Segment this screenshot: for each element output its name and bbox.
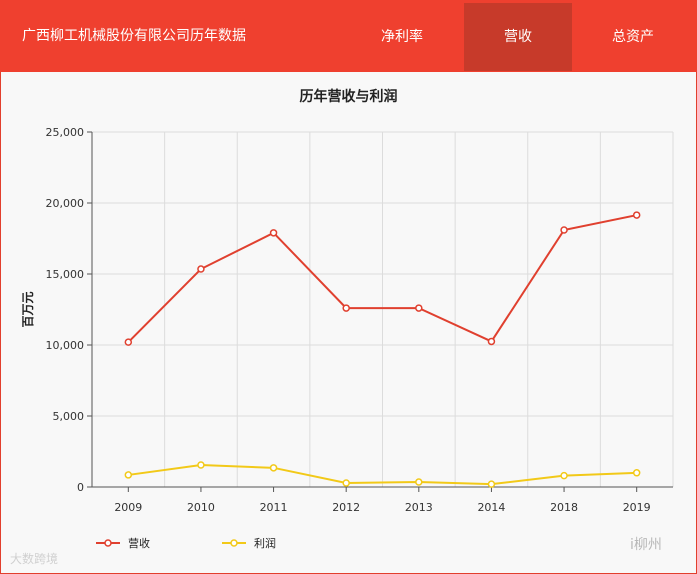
watermark-left: 大数跨境 bbox=[10, 552, 59, 566]
data-point-series-1[interactable] bbox=[560, 471, 568, 480]
data-point-series-0[interactable] bbox=[632, 211, 641, 219]
y-tick-label: 5,000 bbox=[53, 410, 85, 423]
x-tick-label: 2010 bbox=[187, 501, 215, 514]
data-point-series-0[interactable] bbox=[342, 304, 350, 312]
data-point-series-1[interactable] bbox=[415, 478, 423, 486]
legend-swatch-marker[interactable] bbox=[104, 539, 112, 547]
x-tick-label: 2019 bbox=[623, 501, 651, 514]
legend-label[interactable]: 营收 bbox=[128, 536, 150, 550]
data-point-series-0[interactable] bbox=[269, 229, 278, 237]
header-bar: 广西柳工机械股份有限公司历年数据 净利率 营收 总资产 bbox=[0, 0, 697, 72]
x-tick-label: 2013 bbox=[405, 501, 433, 514]
y-tick-label: 25,000 bbox=[46, 126, 85, 139]
y-tick-label: 10,000 bbox=[46, 339, 85, 352]
tab-total-assets[interactable]: 总资产 bbox=[576, 3, 690, 71]
data-point-series-1[interactable] bbox=[487, 480, 496, 488]
data-point-series-0[interactable] bbox=[487, 337, 496, 346]
data-point-series-0[interactable] bbox=[124, 338, 133, 346]
tab-revenue[interactable]: 营收 bbox=[464, 3, 572, 71]
data-point-series-1[interactable] bbox=[269, 464, 278, 472]
legend-swatch-marker[interactable] bbox=[230, 539, 238, 547]
tab-net-margin-label: 净利率 bbox=[381, 29, 423, 45]
series-line-1 bbox=[128, 463, 637, 486]
x-tick-label: 2018 bbox=[550, 501, 578, 514]
data-point-series-0[interactable] bbox=[197, 265, 205, 273]
x-tick-label: 2012 bbox=[332, 501, 360, 514]
tab-total-assets-label: 总资产 bbox=[612, 29, 654, 45]
data-point-series-0[interactable] bbox=[560, 226, 568, 234]
tab-revenue-label: 营收 bbox=[504, 29, 532, 45]
tab-net-margin[interactable]: 净利率 bbox=[352, 3, 452, 71]
y-tick-label: 20,000 bbox=[46, 197, 85, 210]
series-line-0 bbox=[127, 214, 637, 343]
x-tick-label: 2011 bbox=[260, 501, 288, 514]
data-point-series-0[interactable] bbox=[415, 304, 423, 312]
data-point-series-1[interactable] bbox=[197, 461, 205, 469]
watermark-right: i柳州 bbox=[630, 537, 662, 553]
y-axis-label: 百万元 bbox=[21, 291, 35, 327]
chart-title: 历年营收与利润 bbox=[299, 89, 398, 105]
x-tick-label: 2014 bbox=[477, 501, 505, 514]
data-point-series-1[interactable] bbox=[342, 479, 350, 487]
legend-label[interactable]: 利润 bbox=[254, 536, 276, 550]
y-tick-label: 15,000 bbox=[46, 268, 85, 281]
y-tick-label: 0 bbox=[77, 481, 84, 494]
x-tick-label: 2009 bbox=[114, 501, 142, 514]
data-point-series-1[interactable] bbox=[124, 471, 133, 479]
data-point-series-1[interactable] bbox=[632, 469, 641, 477]
company-title: 广西柳工机械股份有限公司历年数据 bbox=[22, 28, 246, 44]
